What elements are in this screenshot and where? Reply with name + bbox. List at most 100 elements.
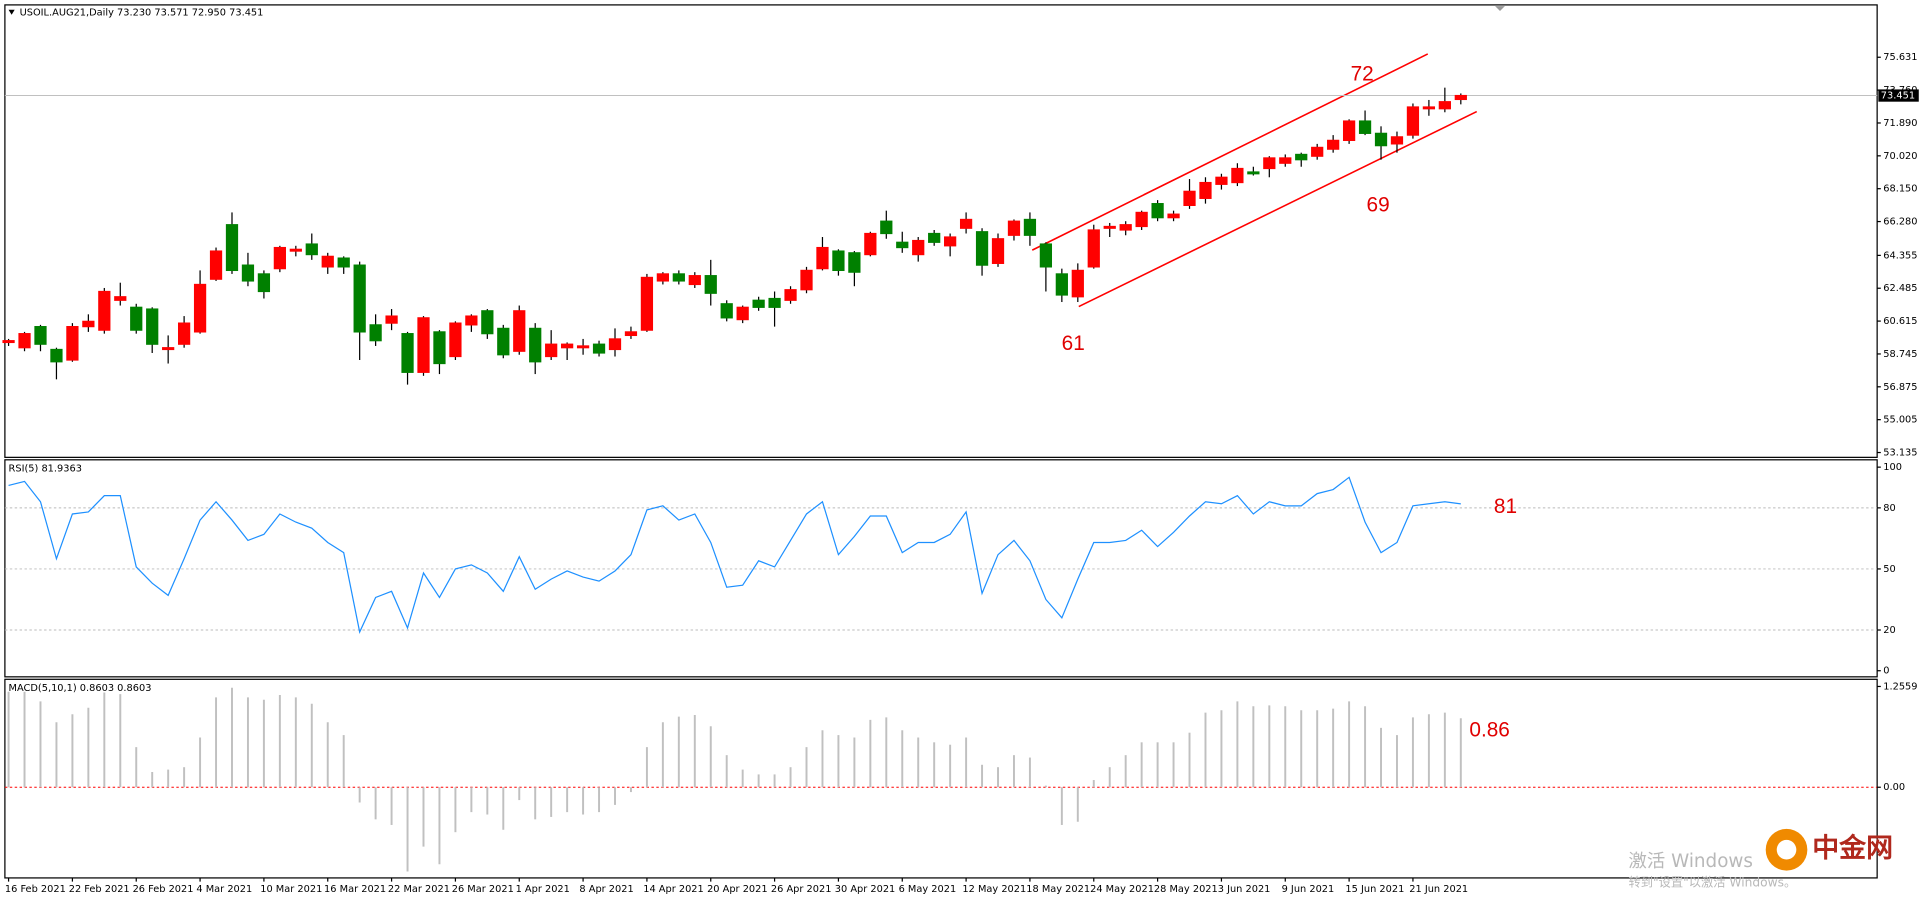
- x-tick-label: 3 Jun 2021: [1218, 884, 1271, 895]
- candle-body: [369, 324, 382, 342]
- candle-body: [2, 340, 15, 344]
- candle-body: [1279, 157, 1292, 164]
- candle-body: [1311, 146, 1324, 157]
- candle-body: [1390, 136, 1404, 145]
- y-tick-label: 20: [1883, 625, 1895, 636]
- candle-body: [497, 327, 510, 356]
- menu-triangle: [8, 9, 15, 15]
- candle-body: [656, 273, 670, 282]
- candle-body: [273, 246, 286, 270]
- candle-body: [449, 322, 462, 358]
- candle-body: [1023, 218, 1037, 236]
- candle-body: [848, 252, 861, 273]
- macd-panel: [4, 678, 1878, 879]
- candle-body: [1263, 157, 1276, 170]
- candle-body: [608, 338, 622, 351]
- y-tick-label: 60.615: [1883, 316, 1917, 327]
- x-tick-label: 6 May 2021: [899, 884, 957, 895]
- candle-body: [1247, 171, 1260, 175]
- candle-body: [975, 231, 989, 266]
- candle-body: [50, 348, 63, 363]
- candle-body: [34, 326, 47, 345]
- macd-title: MACD(5,10,1) 0.8603 0.8603: [9, 683, 152, 694]
- candle-body: [784, 289, 797, 301]
- candle-body: [385, 315, 398, 324]
- y-tick-label: 75.631: [1883, 52, 1917, 63]
- annotation: 61: [1062, 332, 1085, 355]
- candle-body: [800, 269, 813, 291]
- candle-body: [98, 290, 111, 331]
- candle-body: [1358, 120, 1372, 134]
- candle-body: [1071, 269, 1084, 298]
- x-tick-label: 26 Apr 2021: [771, 884, 832, 895]
- rsi-line: [8, 476, 1461, 635]
- candle-body: [465, 315, 478, 326]
- candle-body: [417, 317, 430, 373]
- candle-body: [1295, 153, 1308, 161]
- y-tick-label: 70.020: [1883, 151, 1917, 162]
- logo-icon-inner: [1776, 839, 1797, 860]
- candle-body: [401, 333, 414, 373]
- y-tick-label: 64.355: [1883, 250, 1917, 261]
- x-tick-label: 15 Jun 2021: [1345, 884, 1404, 895]
- candle-body: [624, 331, 638, 337]
- candle-body: [1454, 94, 1467, 101]
- candle-body: [162, 347, 175, 351]
- scroll-marker: [1495, 6, 1505, 12]
- candle-body: [1231, 167, 1244, 184]
- candle-body: [1087, 229, 1100, 268]
- candle-body: [592, 343, 606, 354]
- candle-body: [1374, 132, 1388, 147]
- candle-body: [1406, 106, 1420, 136]
- watermark: 激活 Windows: [1629, 851, 1753, 872]
- candle-body: [241, 264, 255, 282]
- y-tick-label: 100: [1883, 462, 1902, 473]
- candle-body: [864, 232, 877, 256]
- price-box: [1878, 89, 1919, 102]
- y-tick-label: 53.135: [1883, 448, 1917, 459]
- y-tick-label: 80: [1883, 503, 1895, 514]
- y-tick-label: 71.890: [1883, 118, 1917, 129]
- candle-body: [1151, 203, 1164, 219]
- logo-text: 中金网: [1812, 832, 1893, 864]
- chart-title: USOIL.AUG21,Daily 73.230 73.571 72.950 7…: [20, 7, 264, 18]
- candle-body: [1215, 176, 1228, 185]
- x-tick-label: 1 Apr 2021: [516, 884, 570, 895]
- x-tick-label: 16 Mar 2021: [324, 884, 386, 895]
- candle-body: [114, 296, 127, 301]
- annotation: 81: [1494, 495, 1517, 518]
- candle-body: [82, 320, 95, 328]
- candle-body: [1135, 211, 1148, 228]
- candle-body: [1055, 273, 1068, 296]
- candle-body: [672, 273, 685, 282]
- y-tick-label: 56.875: [1883, 382, 1917, 393]
- x-tick-label: 12 May 2021: [962, 884, 1026, 895]
- candle-body: [193, 283, 207, 333]
- candle-body: [337, 257, 350, 268]
- candle-body: [1167, 213, 1180, 219]
- candle-body: [18, 333, 31, 349]
- marks: 75.63173.76071.89070.02068.15066.28064.3…: [2, 52, 1919, 895]
- candle-body: [353, 264, 366, 333]
- candle-body: [720, 303, 733, 319]
- candle-body: [257, 273, 271, 293]
- candle-body: [305, 243, 318, 256]
- candle-body: [529, 327, 542, 363]
- candle-body: [433, 331, 446, 365]
- x-tick-label: 26 Mar 2021: [452, 884, 514, 895]
- rsi-title: RSI(5) 81.9363: [9, 463, 82, 474]
- x-tick-label: 10 Mar 2021: [260, 884, 322, 895]
- candle-body: [991, 238, 1005, 264]
- candle-body: [1342, 120, 1356, 141]
- watermark-hint: 转到"设置"以激活 Windows。: [1629, 874, 1797, 889]
- candle-body: [1103, 225, 1116, 229]
- y-tick-label: 66.280: [1883, 217, 1917, 228]
- x-tick-label: 4 Mar 2021: [196, 884, 252, 895]
- x-tick-label: 14 Apr 2021: [643, 884, 704, 895]
- candle-body: [209, 250, 223, 280]
- candle-body: [1327, 139, 1340, 150]
- candle-body: [289, 248, 302, 252]
- candle-body: [959, 218, 973, 229]
- candle-body: [1438, 101, 1451, 110]
